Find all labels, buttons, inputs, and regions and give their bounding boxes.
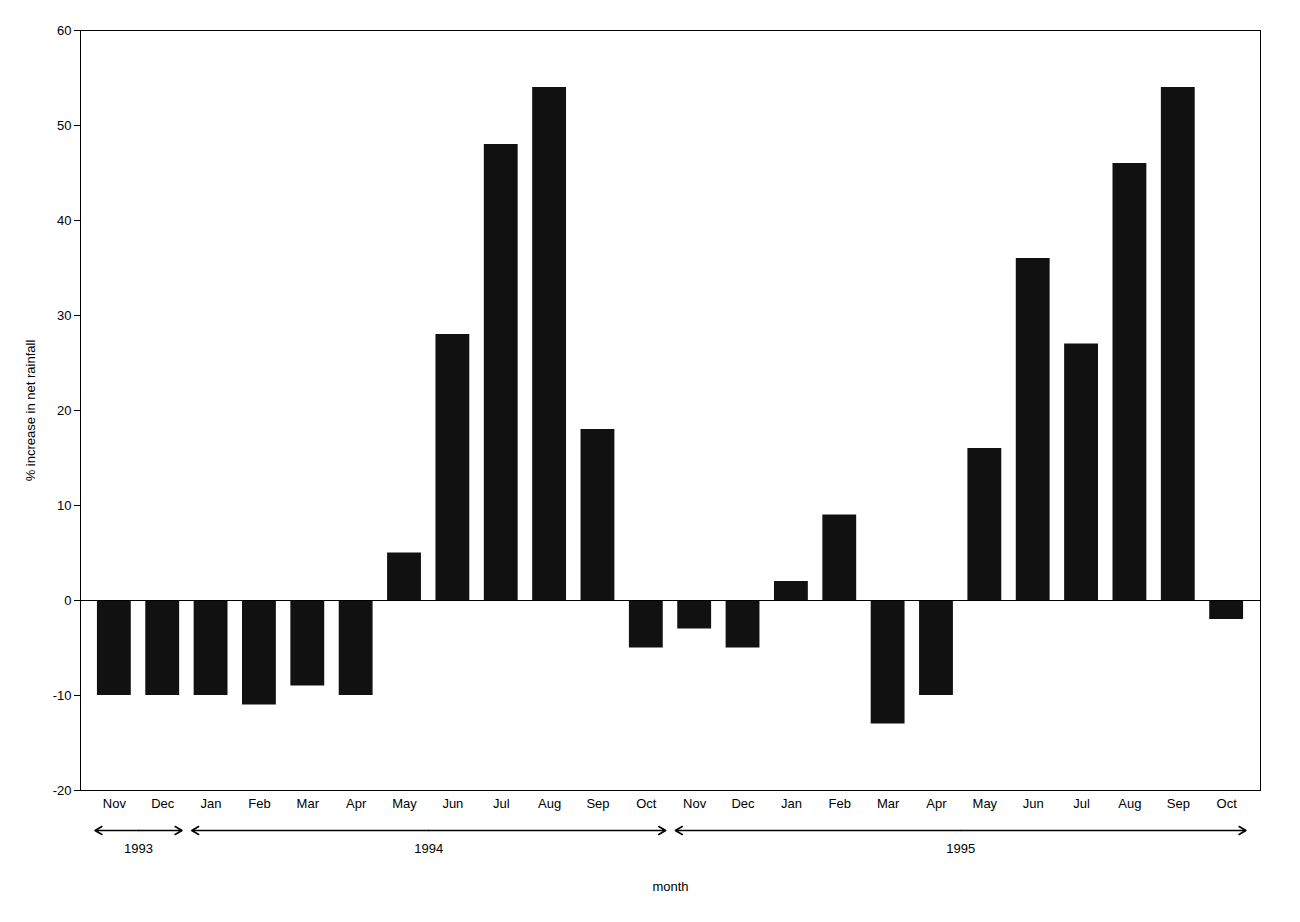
svg-text:Oct: Oct	[636, 796, 657, 811]
svg-text:40: 40	[57, 213, 71, 228]
svg-text:Jul: Jul	[493, 796, 510, 811]
svg-text:1994: 1994	[414, 841, 443, 856]
svg-text:Jul: Jul	[1073, 796, 1090, 811]
svg-text:1993: 1993	[124, 841, 153, 856]
svg-text:10: 10	[57, 498, 71, 513]
svg-text:May: May	[392, 796, 417, 811]
svg-text:Feb: Feb	[829, 796, 851, 811]
svg-text:Dec: Dec	[151, 796, 175, 811]
svg-text:Mar: Mar	[297, 796, 320, 811]
svg-text:0: 0	[64, 593, 71, 608]
svg-text:Aug: Aug	[538, 796, 561, 811]
svg-text:Nov: Nov	[103, 796, 127, 811]
svg-text:Sep: Sep	[586, 796, 609, 811]
svg-text:% increase in net rainfall: % increase in net rainfall	[23, 340, 38, 482]
svg-text:60: 60	[57, 23, 71, 38]
svg-text:May: May	[973, 796, 998, 811]
svg-text:Apr: Apr	[926, 796, 947, 811]
svg-text:Aug: Aug	[1118, 796, 1141, 811]
svg-text:1995: 1995	[946, 841, 975, 856]
svg-text:Jun: Jun	[1023, 796, 1044, 811]
svg-text:20: 20	[57, 403, 71, 418]
svg-text:Apr: Apr	[346, 796, 367, 811]
svg-text:Dec: Dec	[731, 796, 755, 811]
svg-text:Jan: Jan	[201, 796, 222, 811]
svg-text:Mar: Mar	[877, 796, 900, 811]
svg-text:-20: -20	[53, 783, 72, 798]
svg-text:Sep: Sep	[1167, 796, 1190, 811]
svg-text:Feb: Feb	[248, 796, 270, 811]
svg-text:50: 50	[57, 118, 71, 133]
svg-text:30: 30	[57, 308, 71, 323]
svg-text:Oct: Oct	[1217, 796, 1238, 811]
svg-text:Jun: Jun	[442, 796, 463, 811]
svg-text:month: month	[652, 879, 688, 894]
svg-text:Nov: Nov	[683, 796, 707, 811]
svg-text:Jan: Jan	[781, 796, 802, 811]
svg-text:-10: -10	[53, 688, 72, 703]
